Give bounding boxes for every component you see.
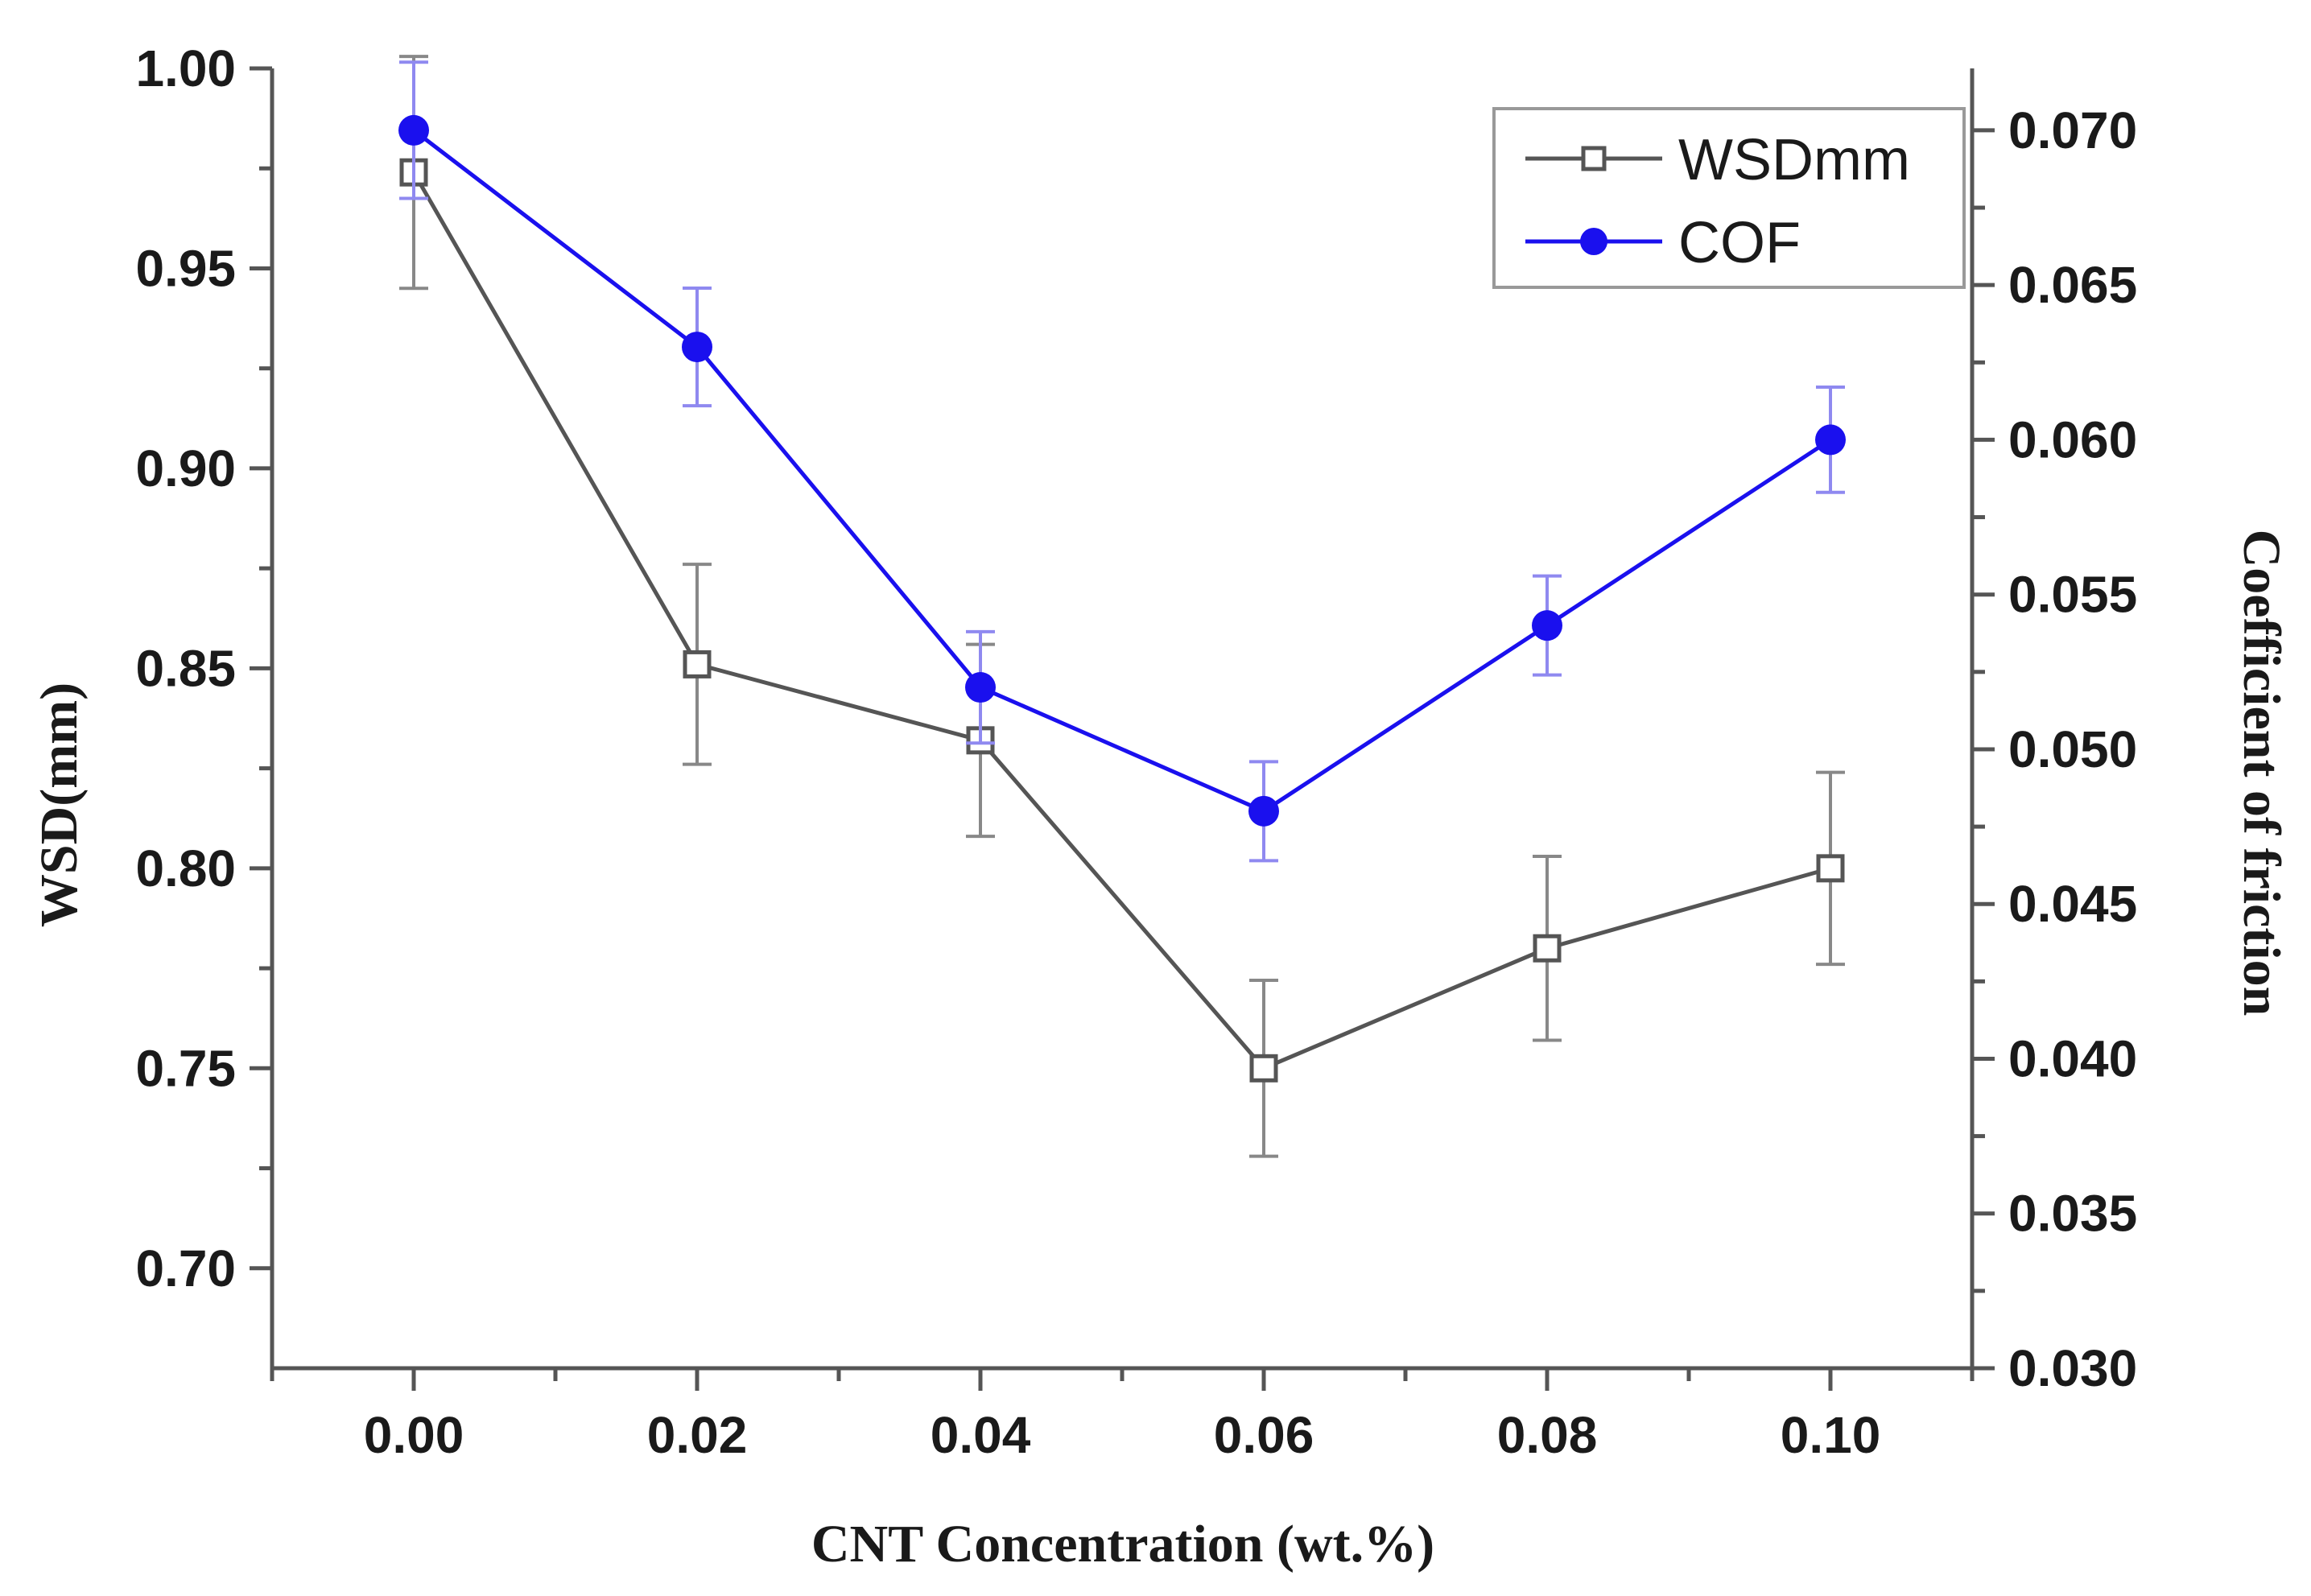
y2-tick-label: 0.040 (2008, 1029, 2137, 1087)
x-tick-label: 0.08 (1497, 1406, 1598, 1464)
data-point (1532, 610, 1562, 641)
y2-axis-title: Coefficient of friction (2232, 530, 2291, 1017)
series-line (412, 128, 1832, 814)
y-tick-label: 0.90 (135, 439, 236, 497)
y2-tick-label: 0.060 (2008, 410, 2137, 468)
legend: WSDmm COF (1492, 107, 1966, 289)
data-point (398, 114, 429, 146)
data-point (1815, 424, 1846, 456)
y-tick-label: 0.75 (135, 1039, 236, 1097)
x-tick-label: 0.00 (364, 1406, 464, 1464)
data-point (1249, 1054, 1278, 1083)
data-point (965, 672, 996, 703)
y-tick-label: 0.70 (135, 1239, 236, 1297)
data-point (1248, 795, 1279, 827)
series-line (411, 171, 1831, 1071)
y2-tick-label: 0.050 (2008, 720, 2137, 778)
y2-tick-label: 0.035 (2008, 1185, 2137, 1243)
data-point (683, 650, 712, 678)
tick-labels: 0.00 0.02 0.04 0.06 0.08 0.10 0.70 0.75 0.80 0.85… (135, 39, 2137, 1464)
series-layer (398, 55, 1846, 1158)
data-point (1533, 934, 1562, 963)
series-cof (398, 60, 1846, 863)
x-axis-title: CNT Concentration (wt.%) (811, 1515, 1434, 1573)
legend-frame (1492, 107, 1966, 289)
x-tick-label: 0.10 (1781, 1406, 1881, 1464)
x-tick-label: 0.04 (931, 1406, 1031, 1464)
y-tick-label: 0.80 (135, 839, 236, 897)
y2-tick-label: 0.045 (2008, 875, 2137, 933)
y2-tick-label: 0.055 (2008, 566, 2137, 624)
data-point (1816, 854, 1845, 883)
legend-label-cof: COF (1678, 211, 1801, 275)
y2-tick-label: 0.070 (2008, 101, 2137, 159)
data-point (682, 332, 712, 363)
axes (250, 66, 1995, 1391)
x-tick-label: 0.06 (1214, 1406, 1314, 1464)
legend-cof-marker (1580, 228, 1607, 255)
y2-tick-label: 0.065 (2008, 256, 2137, 314)
y2-tick-label: 0.030 (2008, 1339, 2137, 1397)
y-tick-label: 0.85 (135, 639, 236, 697)
x-tick-label: 0.02 (647, 1406, 748, 1464)
y-axis-title: WSD(mm) (30, 683, 89, 927)
y-tick-label: 0.95 (135, 239, 236, 297)
legend-wsd-marker (1581, 146, 1607, 171)
legend-label-wsd: WSDmm (1678, 128, 1910, 192)
y-tick-label: 1.00 (135, 39, 236, 97)
